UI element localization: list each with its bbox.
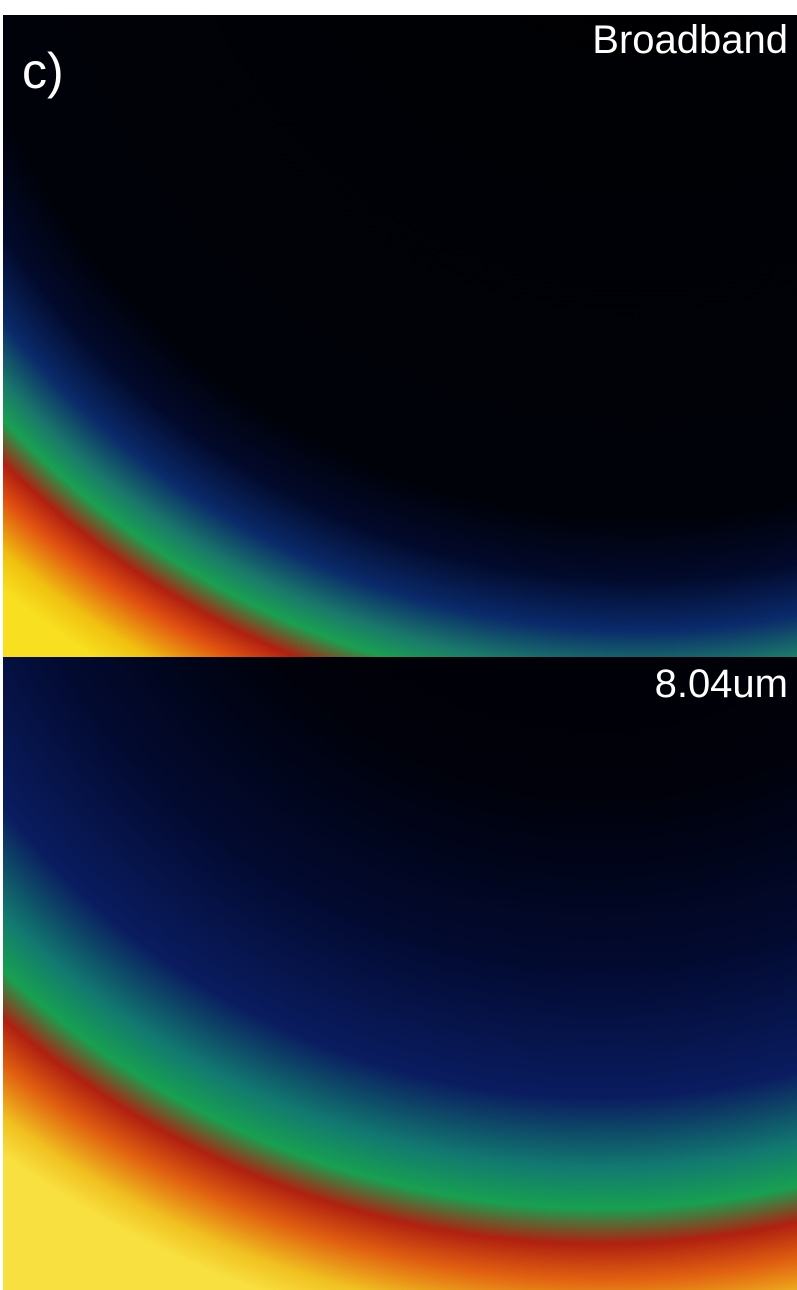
bottom-panel-image [3,657,797,1290]
bottom-panel-label: 8.04um [655,662,788,706]
top-panel-label: Broadband [592,18,788,62]
top-panel-image [3,15,797,657]
panel-label: c) [22,43,64,99]
page: c) Broadband 8.04um (() => { const data … [0,0,797,1290]
figure: c) Broadband 8.04um [0,0,797,1290]
